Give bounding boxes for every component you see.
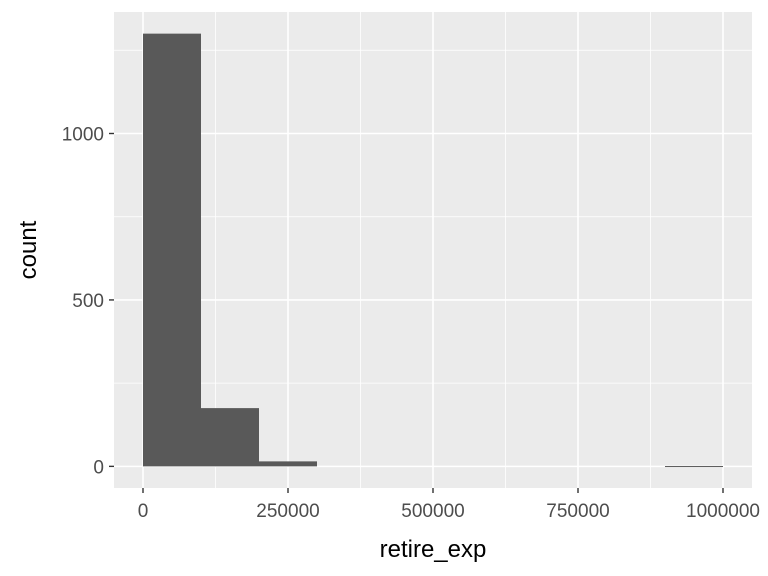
x-tick-label: 1000000 [686, 501, 760, 522]
x-axis-title: retire_exp [380, 536, 487, 563]
y-axis-title: count [15, 220, 42, 279]
histogram-bar [143, 33, 201, 467]
x-tick-label: 250000 [256, 501, 319, 522]
x-tick-label: 0 [138, 501, 149, 522]
histogram-bar [665, 466, 723, 468]
histogram-bar [259, 461, 317, 467]
y-tick-label: 1000 [62, 124, 104, 145]
x-tick-label: 500000 [401, 501, 464, 522]
x-tick-label: 750000 [546, 501, 609, 522]
x-axis: 0 250000 500000 750000 1000000 [138, 488, 760, 522]
histogram-bar [201, 408, 259, 467]
y-tick-label: 500 [72, 291, 104, 312]
histogram-bars [143, 33, 723, 468]
y-tick-label: 0 [93, 457, 104, 478]
y-axis: 0 500 1000 [62, 124, 114, 478]
